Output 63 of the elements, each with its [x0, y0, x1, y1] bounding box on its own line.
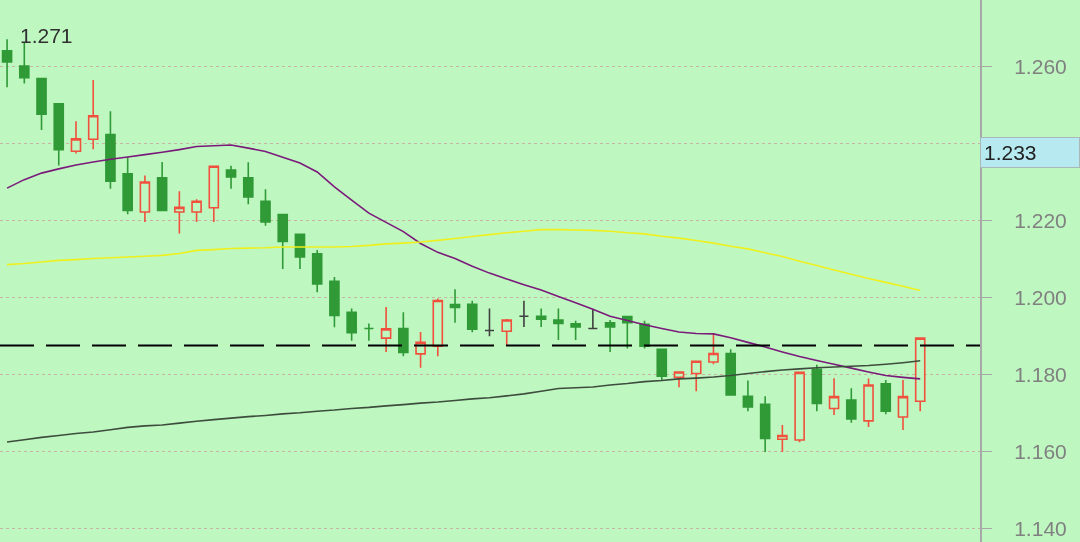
candlestick: [501, 318, 513, 346]
y-tick-label: 1.260: [1014, 54, 1067, 78]
candlestick: [673, 370, 685, 389]
candlestick: [690, 360, 702, 393]
candlestick: [260, 188, 271, 227]
y-tick-label: 1.180: [1014, 362, 1067, 386]
candlestick: [604, 319, 616, 353]
candlestick: [880, 379, 892, 416]
candlestick: [156, 161, 168, 212]
candlestick: [1, 38, 13, 89]
candlestick: [587, 308, 599, 330]
y-tick-label: 1.140: [1014, 516, 1067, 540]
candlestick: [277, 213, 289, 270]
candlestick: [794, 371, 805, 444]
candlestick: [398, 311, 409, 357]
line-series: [6, 144, 922, 380]
candlestick: [656, 348, 668, 381]
candlestick: [18, 41, 30, 85]
candlestick: [380, 306, 392, 353]
candlestick: [484, 307, 495, 337]
candlestick: [139, 174, 151, 223]
candlestick: [105, 110, 116, 190]
candlestick: [535, 307, 547, 328]
candlestick: [346, 307, 357, 342]
candlestick: [36, 77, 47, 131]
candlestick: [725, 348, 737, 396]
annotation: 1.271: [20, 24, 73, 47]
candlestick: [329, 276, 340, 329]
candlestick: [174, 190, 185, 235]
candlestick: [242, 161, 254, 206]
candlestick: [225, 164, 237, 190]
candlestick: [845, 387, 857, 424]
candlestick: [70, 120, 82, 155]
candlestick: [466, 300, 478, 334]
candlestick: [518, 300, 530, 328]
line-series: [6, 228, 922, 292]
candlestick: [87, 79, 99, 151]
y-tick-label: 1.220: [1014, 208, 1067, 232]
candlestick: [432, 297, 444, 357]
y-tick-label: 1.160: [1014, 439, 1067, 463]
candlestick: [759, 395, 771, 453]
candlestick: [863, 377, 874, 428]
candlestick: [811, 363, 823, 413]
candlestick: [122, 156, 133, 216]
candlestick: [53, 103, 65, 167]
candlestick: [570, 320, 581, 341]
candlestick: [708, 332, 719, 366]
candlestick: [311, 249, 323, 294]
y-tick-label: 1.200: [1014, 285, 1067, 309]
candlestick: [828, 377, 840, 416]
candlestick: [208, 165, 220, 223]
candlestick: [449, 288, 461, 324]
candlestick: [191, 198, 202, 223]
candlestick: [363, 322, 375, 342]
candlestick: [777, 424, 788, 453]
candlestick: [639, 320, 650, 350]
candlestick: [553, 307, 564, 341]
line-series: [6, 360, 922, 443]
candlestick: [897, 379, 909, 431]
candlestick: [742, 379, 754, 413]
candlestick: [914, 337, 926, 413]
text: 1.233: [984, 141, 1037, 164]
candlestick: [294, 233, 306, 270]
